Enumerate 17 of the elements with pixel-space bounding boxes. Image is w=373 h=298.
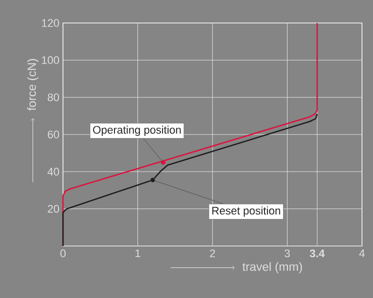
y-tick-label: 40 <box>48 168 60 176</box>
x-tick-label: 3 <box>284 250 290 258</box>
y-axis-title: force (cN) <box>27 59 38 111</box>
y-tick-label: 120 <box>42 19 60 27</box>
y-tick-label: 60 <box>48 130 60 138</box>
annotation: Reset position <box>212 206 280 217</box>
y-tick-label: 80 <box>48 93 60 102</box>
x-tick-label: 3.4 <box>310 250 325 258</box>
x-tick-label: 4 <box>359 250 365 258</box>
y-tick-label: 100 <box>42 56 60 64</box>
x-tick-label: 0 <box>60 250 66 258</box>
x-tick-label: 2 <box>210 250 215 258</box>
x-tick-label: 1 <box>136 250 140 258</box>
annotation: Operating position <box>93 126 181 136</box>
x-axis-title: travel (mm) <box>242 262 302 274</box>
y-tick-label: 20 <box>48 204 60 213</box>
line-series <box>62 113 318 247</box>
